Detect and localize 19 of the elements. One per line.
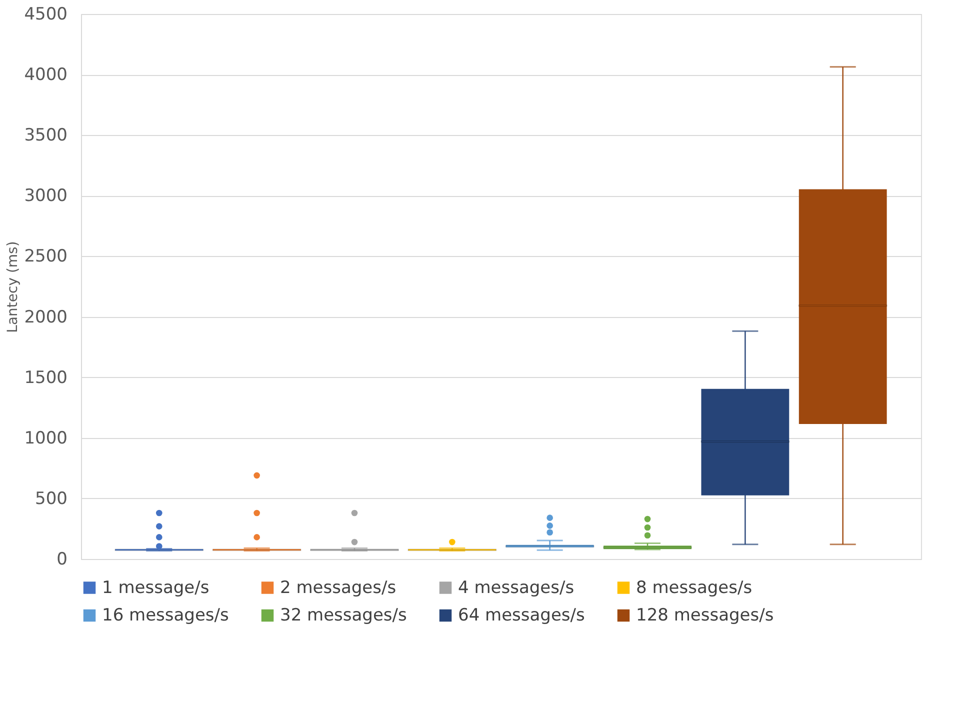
legend-label: 1 message/s bbox=[102, 578, 210, 598]
y-tick-label: 1000 bbox=[24, 428, 68, 448]
legend-label: 2 messages/s bbox=[280, 578, 396, 598]
y-axis-title: Lantecy (ms) bbox=[5, 241, 22, 333]
legend-label: 16 messages/s bbox=[102, 606, 230, 626]
y-tick-label: 2500 bbox=[24, 246, 68, 267]
y-tick-label: 3500 bbox=[24, 126, 68, 146]
legend-label: 4 messages/s bbox=[458, 578, 574, 598]
y-tick-label: 4000 bbox=[24, 65, 68, 86]
legend-label: 64 messages/s bbox=[458, 606, 586, 626]
legend-label: 32 messages/s bbox=[280, 606, 408, 626]
legend-label: 8 messages/s bbox=[636, 578, 752, 598]
legend-label: 128 messages/s bbox=[636, 606, 774, 626]
y-tick-label: 3000 bbox=[24, 186, 68, 206]
y-tick-label: 1500 bbox=[24, 368, 68, 388]
y-tick-label: 4500 bbox=[24, 4, 68, 24]
y-tick-label: 0 bbox=[56, 550, 68, 570]
y-tick-label: 500 bbox=[35, 488, 68, 509]
y-tick-label: 2000 bbox=[24, 307, 68, 328]
